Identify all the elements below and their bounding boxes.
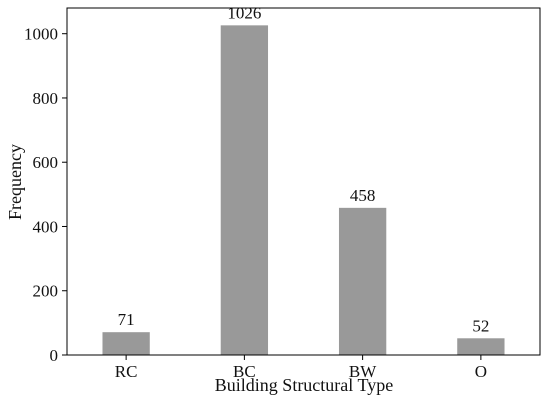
x-tick-label-bc: BC bbox=[233, 362, 256, 381]
y-tick-label: 800 bbox=[33, 89, 59, 108]
x-tick-label-bw: BW bbox=[349, 362, 377, 381]
bar-bc bbox=[220, 25, 269, 355]
y-tick-label: 200 bbox=[33, 282, 59, 301]
value-label-rc: 71 bbox=[118, 310, 135, 329]
bar-o bbox=[457, 338, 505, 355]
y-tick-label: 600 bbox=[33, 153, 59, 172]
x-axis-ticks: RC BC BW O bbox=[115, 355, 487, 381]
value-label-o: 52 bbox=[472, 316, 489, 335]
value-label-bw: 458 bbox=[350, 186, 376, 205]
value-labels-group: 71 1026 458 52 bbox=[118, 3, 490, 335]
y-axis-ticks: 0 200 400 600 800 1000 bbox=[24, 25, 67, 365]
y-axis-label: Frequency bbox=[5, 144, 25, 220]
bar-bw bbox=[338, 207, 387, 355]
x-tick-label-rc: RC bbox=[115, 362, 138, 381]
plot-frame bbox=[66, 7, 541, 356]
y-tick-label: 400 bbox=[33, 217, 59, 236]
x-tick-label-o: O bbox=[475, 362, 487, 381]
value-label-bc: 1026 bbox=[227, 3, 261, 22]
y-tick-label: 0 bbox=[50, 346, 59, 365]
bar-rc bbox=[102, 332, 150, 355]
bars-group bbox=[102, 25, 505, 355]
y-tick-label: 1000 bbox=[24, 25, 58, 44]
x-axis-label: Building Structural Type bbox=[215, 375, 393, 395]
